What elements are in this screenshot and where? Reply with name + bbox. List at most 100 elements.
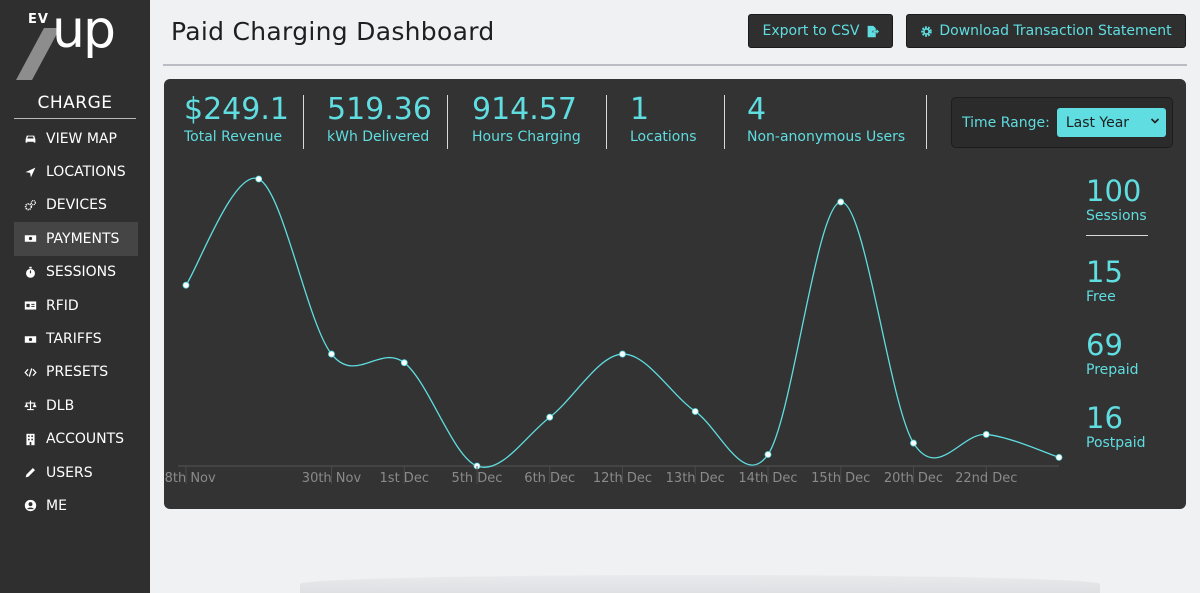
side-stat-value: 16 [1086,401,1123,435]
side-stat-sessions: 100 Sessions [1086,174,1147,224]
sidebar-item-view-map[interactable]: VIEW MAP [14,122,138,155]
sessions-line-chart: 28th Nov 30th Nov 1st Dec 5th Dec 6th Dec 12t… [164,175,1063,486]
time-range-label: Time Range: [962,114,1050,131]
stat-value: 4 [747,92,767,127]
stat-divider [606,95,607,149]
x-tick-label: 13th Dec [666,471,725,486]
sidebar-item-accounts[interactable]: ACCOUNTS [14,423,138,456]
logo-up-text: up [52,0,116,60]
data-point[interactable] [400,359,408,367]
side-stat-value: 69 [1086,328,1123,362]
stat-value: 914.57 [472,92,577,127]
stat-divider [724,95,725,149]
side-stat-postpaid: 16 Postpaid [1086,401,1146,451]
file-export-icon [867,25,879,37]
sidebar-item-label: LOCATIONS [46,164,126,181]
stat-value: $249.1 [184,92,289,127]
stat-divider [303,95,304,149]
sidebar-item-devices[interactable]: DEVICES [14,189,138,222]
data-point[interactable] [619,350,626,358]
code-icon [22,364,38,380]
sidebar-item-label: USERS [46,464,93,481]
data-point[interactable] [982,431,990,438]
header-divider [163,64,1187,66]
stopwatch-icon [22,264,38,280]
x-tick-label: 15th Dec [811,471,870,486]
side-stat-value: 100 [1086,174,1142,208]
side-stat-label: Prepaid [1086,362,1139,378]
stat-label: Total Revenue [184,129,283,145]
data-point[interactable] [837,198,845,206]
download-statement-label: Download Transaction Statement [939,23,1172,39]
stat-divider [926,95,927,149]
sidebar-item-label: RFID [46,297,79,314]
series-line [185,177,1060,468]
download-statement-button[interactable]: Download Transaction Statement [906,14,1186,48]
money-bill-icon [22,331,38,347]
sidebar-item-label: VIEW MAP [46,130,117,147]
sidebar-item-label: TARIFFS [46,331,102,348]
data-point[interactable] [764,451,772,458]
building-icon [22,431,38,447]
user-circle-icon [22,498,38,514]
x-tick-label: 5th Dec [452,471,503,486]
data-point[interactable] [691,408,699,415]
time-range-select[interactable]: Last Year [1056,108,1166,137]
time-range-control: Time Range: Last Year [951,97,1173,148]
x-tick-label: 30th Nov [302,471,362,486]
time-range-selected: Last Year [1065,114,1130,131]
section-title-charge: CHARGE [37,93,113,113]
sidebar-item-presets[interactable]: PRESETS [14,356,138,389]
sidebar-item-users[interactable]: USERS [14,456,138,489]
sidebar-item-tariffs[interactable]: TARIFFS [14,322,138,355]
stat-label: Hours Charging [472,129,581,145]
stat-divider [447,95,448,149]
stat-hours-charging: 914.57 Hours Charging [472,91,581,145]
balance-scale-icon [22,398,38,414]
x-tick-label: 28th Nov [164,471,216,486]
cogs-icon [22,197,38,213]
data-point[interactable] [546,413,554,421]
data-point[interactable] [182,281,190,289]
data-point[interactable] [910,439,917,447]
sidebar-item-locations[interactable]: LOCATIONS [14,155,138,188]
sidebar-nav: VIEW MAP LOCATIONS DEVICES PAYMENTS SESSIONS… [14,122,138,523]
dashboard-panel: 28th Nov 30th Nov 1st Dec 5th Dec 6th Dec 12t… [164,79,1186,509]
sidebar-item-payments[interactable]: PAYMENTS [14,222,138,256]
sidebar-item-label: SESSIONS [46,264,117,281]
x-tick-label: 14th Dec [738,471,797,486]
data-point[interactable] [1055,453,1063,461]
page-title: Paid Charging Dashboard [171,17,495,46]
stat-total-revenue: $249.1 Total Revenue [184,91,289,145]
side-stat-value: 15 [1086,255,1123,289]
x-tick-label: 6th Dec [524,471,575,486]
sidebar-item-label: PRESETS [46,364,109,381]
stat-label: kWh Delivered [327,129,430,145]
x-tick-label: 22nd Dec [955,471,1017,486]
sidebar-item-label: PAYMENTS [46,230,120,247]
x-tick-label: 1st Dec [380,471,429,486]
export-csv-label: Export to CSV [762,23,860,39]
sidebar-item-rfid[interactable]: RFID [14,289,138,322]
gear-icon [921,25,933,37]
side-stat-free: 15 Free [1086,255,1123,305]
sidebar-item-dlb[interactable]: DLB [14,389,138,422]
location-arrow-icon [22,164,38,180]
data-point[interactable] [255,175,263,183]
data-point[interactable] [328,350,335,358]
x-tick-label: 12th Dec [593,471,652,486]
sidebar-item-sessions[interactable]: SESSIONS [14,256,138,289]
stat-value: 519.36 [327,92,432,127]
stat-kwh-delivered: 519.36 kWh Delivered [327,91,432,145]
evup-logo[interactable]: EV up [14,0,124,82]
money-bill-icon [22,231,38,247]
stat-value: 1 [630,92,650,127]
sidebar: EV up CHARGE VIEW MAP LOCATIONS DEVICES PAY… [0,0,150,593]
page-bottom-shade [300,575,1100,593]
side-stat-label: Free [1086,289,1116,305]
side-stat-label: Postpaid [1086,435,1146,451]
export-csv-button[interactable]: Export to CSV [748,14,893,48]
sidebar-item-me[interactable]: ME [14,489,138,522]
logo-slash-icon [16,28,60,80]
side-stat-prepaid: 69 Prepaid [1086,328,1139,378]
